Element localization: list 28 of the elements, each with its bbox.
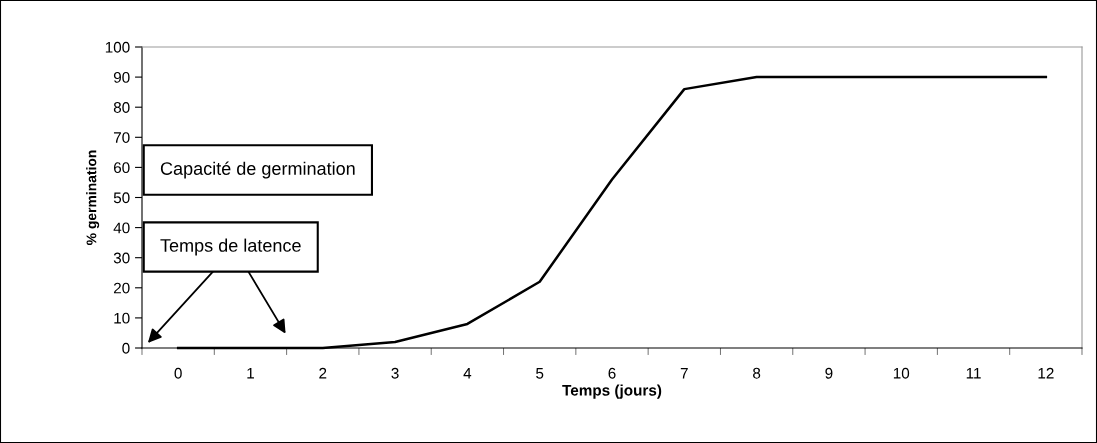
annotation: Capacité de germination	[160, 161, 355, 179]
x-axis-title: Temps (jours)	[562, 384, 662, 399]
y-tick-label: 0	[122, 342, 130, 354]
y-tick-label: 50	[113, 192, 130, 204]
y-tick-label: 60	[113, 162, 130, 174]
y-tick-label: 100	[105, 41, 130, 53]
x-tick-label: 8	[753, 367, 761, 379]
y-tick-label: 20	[113, 282, 130, 294]
x-tick-label: 12	[1038, 367, 1054, 379]
x-tick-label: 7	[680, 368, 688, 379]
x-tick-label: 4	[463, 368, 472, 379]
y-tick-label: 90	[113, 71, 130, 83]
x-tick-label: 10	[893, 367, 910, 379]
y-tick-label: 80	[113, 102, 130, 113]
x-tick-label: 0	[174, 367, 182, 379]
y-axis-title: % germination	[86, 150, 100, 245]
x-tick-label: 3	[391, 367, 399, 379]
x-tick-label: 1	[247, 368, 254, 379]
y-tick-label: 40	[113, 222, 130, 234]
x-tick-label: 9	[825, 367, 833, 379]
x-tick-label: 6	[608, 367, 616, 379]
annotation: Temps de latence	[160, 238, 301, 256]
y-tick-label: 10	[114, 312, 130, 324]
y-tick-label: 30	[113, 252, 130, 264]
x-tick-label: 11	[966, 368, 981, 379]
x-tick-label: 5	[536, 368, 544, 379]
y-tick-label: 70	[113, 132, 130, 143]
x-tick-label: 2	[319, 367, 327, 379]
